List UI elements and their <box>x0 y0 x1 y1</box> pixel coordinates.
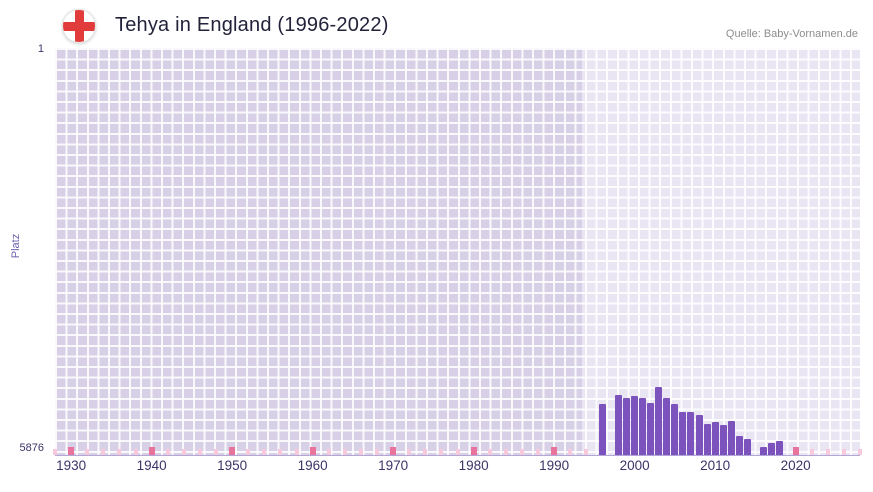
no-rank-marker <box>181 449 186 455</box>
y-axis-tick-top: 1 <box>37 43 44 55</box>
y-axis-tick-bottom: 5876 <box>19 442 44 454</box>
x-axis-tick-1930: 1930 <box>56 458 87 473</box>
rank-bar-2002[interactable] <box>647 403 655 455</box>
no-rank-marker <box>841 449 846 455</box>
rank-bar-2010[interactable] <box>711 422 719 455</box>
flag-cross-horizontal <box>63 21 95 31</box>
no-rank-marker <box>278 449 283 455</box>
x-axis-tick-1990: 1990 <box>539 458 570 473</box>
decade-marker <box>551 447 558 455</box>
rank-bar-2004[interactable] <box>663 398 671 455</box>
no-rank-marker <box>519 449 524 455</box>
no-rank-marker <box>439 449 444 455</box>
decade-marker <box>792 447 799 455</box>
no-rank-marker <box>101 449 106 455</box>
decade-marker <box>309 447 316 455</box>
england-flag-icon <box>62 9 96 43</box>
rank-bar-2014[interactable] <box>743 438 751 455</box>
chart-plot-area <box>53 48 862 456</box>
x-axis-tick-1960: 1960 <box>297 458 328 473</box>
no-rank-marker <box>455 449 460 455</box>
no-rank-marker <box>407 449 412 455</box>
rank-bar-2009[interactable] <box>703 424 711 455</box>
rank-bar-2001[interactable] <box>639 398 647 455</box>
no-rank-marker <box>197 449 202 455</box>
x-axis-tick-1950: 1950 <box>217 458 248 473</box>
source-link[interactable]: Quelle: Baby-Vornamen.de <box>725 28 858 40</box>
rank-bar-2008[interactable] <box>695 415 703 455</box>
rank-bar-2017[interactable] <box>767 442 775 455</box>
no-rank-marker <box>342 449 347 455</box>
page-title: Tehya in England (1996-2022) <box>115 14 389 36</box>
rank-bar-2013[interactable] <box>735 435 743 455</box>
x-axis-tick-1940: 1940 <box>136 458 167 473</box>
no-rank-marker <box>809 449 814 455</box>
rank-bar-2012[interactable] <box>727 421 735 455</box>
x-axis-tick-2010: 2010 <box>700 458 731 473</box>
no-rank-marker <box>246 449 251 455</box>
x-axis-tick-2020: 2020 <box>780 458 811 473</box>
rank-bar-2000[interactable] <box>631 396 639 455</box>
rank-bar-2003[interactable] <box>655 387 663 455</box>
no-rank-marker <box>358 449 363 455</box>
x-axis-tick-1970: 1970 <box>378 458 409 473</box>
no-rank-marker <box>165 449 170 455</box>
decade-marker <box>470 447 477 455</box>
rank-bar-2016[interactable] <box>759 446 767 455</box>
x-axis-tick-1980: 1980 <box>458 458 489 473</box>
rank-bar-2007[interactable] <box>687 412 695 455</box>
no-rank-marker <box>584 449 589 455</box>
no-rank-marker <box>262 449 267 455</box>
rank-bar-2011[interactable] <box>719 424 727 455</box>
no-rank-marker <box>568 449 573 455</box>
rank-bar-2018[interactable] <box>776 440 783 455</box>
no-rank-marker <box>487 449 492 455</box>
no-rank-marker <box>53 449 57 455</box>
no-rank-marker <box>503 449 508 455</box>
no-rank-marker <box>375 449 379 455</box>
decade-marker <box>68 447 75 455</box>
x-axis-ticks: 1930 1940 1950 1960 1970 1980 1990 2000 2010 2020 <box>55 458 860 480</box>
rank-bar-1999[interactable] <box>623 398 631 455</box>
rank-bar-1996[interactable] <box>598 404 606 455</box>
no-rank-marker <box>85 449 90 455</box>
decade-marker <box>390 447 397 455</box>
no-rank-marker <box>117 449 122 455</box>
no-rank-marker <box>536 449 540 455</box>
chart-header: Tehya in England (1996-2022) Quelle: Bab… <box>0 0 873 48</box>
highlight-band <box>582 48 860 455</box>
rank-bar-2005[interactable] <box>671 404 679 455</box>
y-axis-label: Platz <box>10 233 22 259</box>
no-rank-marker <box>825 449 830 455</box>
rank-bar-1998[interactable] <box>615 395 622 455</box>
no-rank-marker <box>423 449 428 455</box>
no-rank-marker <box>858 449 862 455</box>
no-rank-marker <box>214 449 218 455</box>
no-rank-marker <box>294 449 299 455</box>
rank-bar-2006[interactable] <box>679 411 687 455</box>
x-axis-tick-2000: 2000 <box>619 458 650 473</box>
no-rank-marker <box>326 449 331 455</box>
decade-marker <box>148 447 155 455</box>
decade-marker <box>229 447 236 455</box>
no-rank-marker <box>133 449 138 455</box>
